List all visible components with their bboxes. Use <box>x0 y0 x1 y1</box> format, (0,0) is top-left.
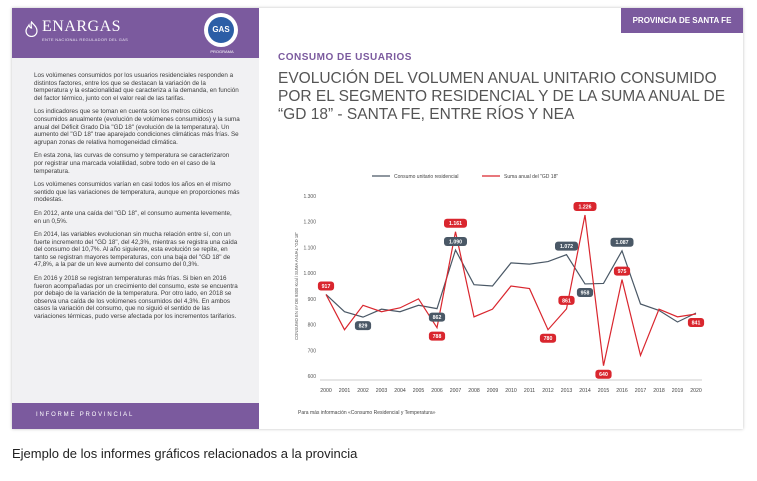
data-label-box <box>576 287 594 297</box>
y-tick-label: 1.100 <box>303 245 316 251</box>
x-tick-label: 2018 <box>653 388 665 394</box>
chart-title: EVOLUCIÓN DEL VOLUMEN ANUAL UNITARIO CON… <box>278 70 726 123</box>
data-label-box <box>428 331 446 341</box>
y-tick-label: 900 <box>308 297 317 303</box>
data-label-box <box>354 321 372 331</box>
data-label: 861 <box>562 298 571 304</box>
data-label-box <box>610 237 634 247</box>
x-tick-label: 2007 <box>450 388 462 394</box>
x-tick-label: 2002 <box>357 388 369 394</box>
x-tick-label: 2001 <box>339 388 351 394</box>
image-caption: Ejemplo de los informes gráficos relacio… <box>12 446 358 461</box>
data-label: 1.090 <box>449 239 462 245</box>
data-label: 640 <box>599 372 608 378</box>
y-tick-label: 1.300 <box>303 194 316 200</box>
y-tick-label: 600 <box>308 374 317 380</box>
data-label: 788 <box>433 334 442 340</box>
data-label-box <box>555 241 578 251</box>
y-axis-label: CONSUMO EN m³ DE 9300 Kcal / SUMA ANUAL … <box>294 231 299 340</box>
data-label: 1.161 <box>449 221 462 227</box>
more-info-note: Para más información «Consumo Residencia… <box>298 410 436 416</box>
legend-label: Consumo unitario residencial <box>394 174 458 180</box>
data-label: 975 <box>618 269 627 275</box>
legend-label: Suma anual del "GD 18" <box>504 174 558 180</box>
x-tick-label: 2020 <box>690 388 702 394</box>
sidebar-text: Los volúmenes consumidos por los usuario… <box>34 72 240 327</box>
data-label: 829 <box>359 324 368 330</box>
section-label: CONSUMO DE USUARIOS <box>278 52 412 63</box>
data-label: 1.072 <box>560 244 573 250</box>
sidebar-footer-label: INFORME PROVINCIAL <box>36 412 135 418</box>
sidebar-paragraph: Los volúmenes consumidos varían en casi … <box>34 181 240 204</box>
data-label-box <box>558 295 575 305</box>
sidebar-paragraph: En 2014, las variables evolucionan sin m… <box>34 231 238 269</box>
x-tick-label: 2000 <box>320 388 332 394</box>
data-label-box <box>444 237 467 246</box>
x-tick-label: 2003 <box>376 388 388 394</box>
sidebar-paragraph: En 2016 y 2018 se registran temperaturas… <box>34 275 238 321</box>
badge-label: PROGRAMA <box>210 49 234 54</box>
y-tick-label: 700 <box>308 348 317 354</box>
line-chart: 600 700 800 900 1.000 1.100 1.200 1.300 2000 2001… <box>294 174 705 394</box>
x-tick-label: 2012 <box>542 388 554 394</box>
flame-logo-icon <box>25 21 38 37</box>
data-label-box <box>539 333 557 343</box>
x-tick-label: 2006 <box>431 388 443 394</box>
data-label: 862 <box>433 315 442 321</box>
data-label-box <box>317 281 335 291</box>
data-label: 917 <box>322 284 331 290</box>
report-slide: ENARGAS ENTE NACIONAL REGULADOR DEL GAS … <box>12 8 743 429</box>
data-label: 1.226 <box>579 204 592 210</box>
sidebar-footer: INFORME PROVINCIAL <box>12 403 259 429</box>
badge-text: GAS <box>208 17 234 43</box>
logo-subtitle: ENTE NACIONAL REGULADOR DEL GAS <box>42 37 129 42</box>
x-tick-label: 2008 <box>468 388 480 394</box>
data-label-box <box>613 266 631 276</box>
x-tick-label: 2004 <box>394 388 406 394</box>
x-tick-label: 2005 <box>413 388 425 394</box>
gd18-line <box>325 214 697 366</box>
logo-text: ENARGAS <box>42 18 122 35</box>
x-tick-label: 2019 <box>672 388 684 394</box>
data-label-box <box>444 218 467 228</box>
x-tick-label: 2016 <box>616 388 628 394</box>
data-label: 780 <box>544 336 553 342</box>
y-tick-label: 800 <box>308 323 317 329</box>
x-tick-label: 2013 <box>561 388 573 394</box>
sidebar-paragraph: En 2012, ante una caída del "GD 18", el … <box>34 209 232 225</box>
data-label-box <box>595 369 612 379</box>
data-label: 1.087 <box>616 240 629 246</box>
x-tick-label: 2010 <box>505 388 517 394</box>
sidebar-header: ENARGAS ENTE NACIONAL REGULADOR DEL GAS … <box>12 8 259 58</box>
program-badge: GAS <box>204 13 238 47</box>
x-tick-label: 2014 <box>579 388 591 394</box>
data-label: 958 <box>581 290 590 296</box>
x-tick-label: 2009 <box>487 388 499 394</box>
sidebar-paragraph: En esta zona, las curvas de consumo y te… <box>34 152 230 175</box>
sidebar-paragraph: Los volúmenes consumidos por los usuario… <box>34 72 239 102</box>
sidebar: ENARGAS ENTE NACIONAL REGULADOR DEL GAS … <box>12 8 259 429</box>
x-tick-label: 2015 <box>598 388 610 394</box>
x-tick-label: 2011 <box>524 388 535 394</box>
province-tag: PROVINCIA DE SANTA FE <box>621 8 743 33</box>
y-tick-label: 1.000 <box>303 271 316 277</box>
data-label-box <box>687 318 705 328</box>
sidebar-paragraph: Los indicadores que se toman en cuenta s… <box>34 108 240 146</box>
data-label-box <box>573 202 597 212</box>
x-tick-label: 2017 <box>635 388 647 394</box>
y-tick-label: 1.200 <box>303 220 316 226</box>
data-label-box <box>428 312 446 322</box>
data-label: 841 <box>692 320 701 326</box>
